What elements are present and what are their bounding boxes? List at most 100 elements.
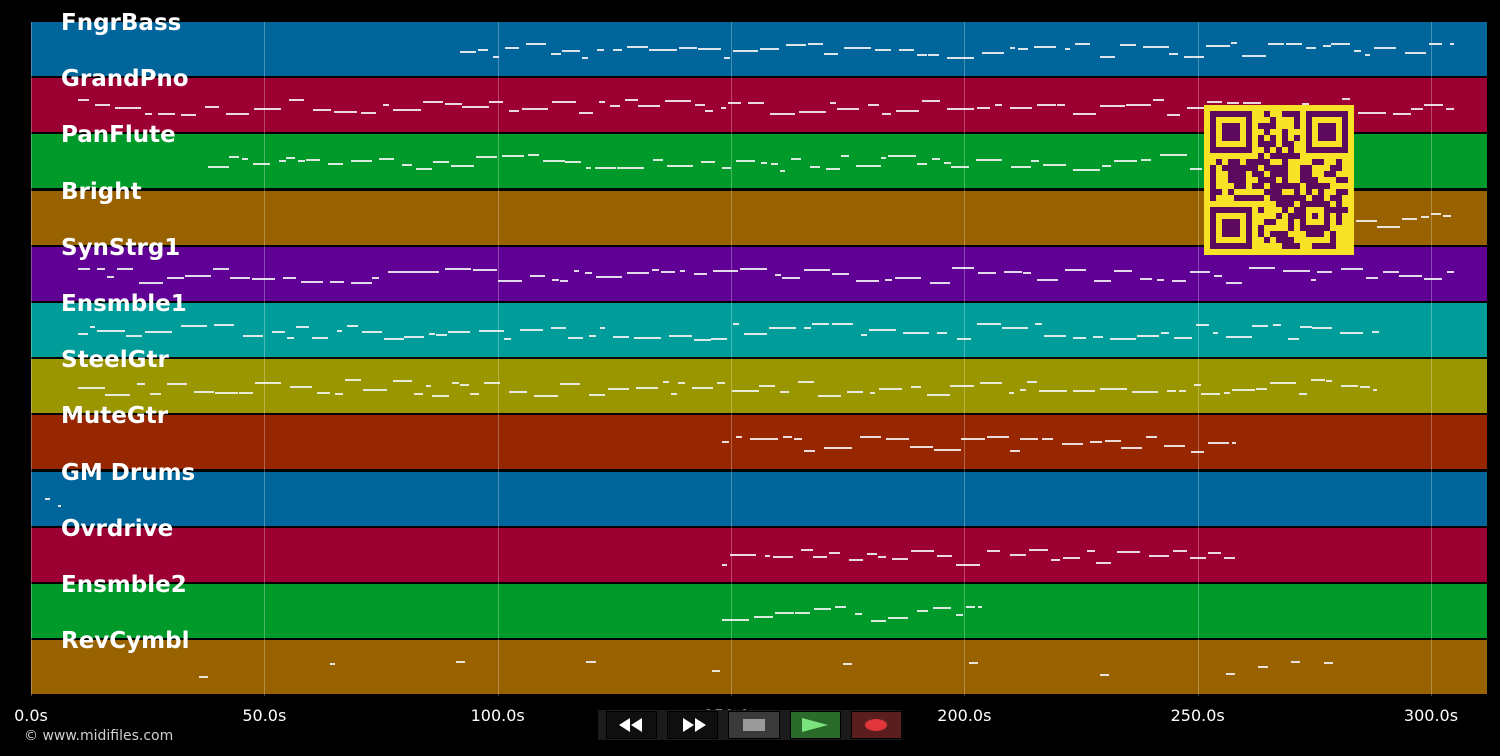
note	[334, 110, 357, 113]
note	[856, 279, 879, 282]
note	[813, 608, 831, 611]
note	[1291, 660, 1301, 663]
note	[700, 160, 715, 163]
note	[739, 268, 767, 271]
note	[297, 159, 305, 162]
note	[1372, 330, 1380, 333]
play-button[interactable]	[789, 711, 841, 739]
note	[782, 277, 801, 280]
note	[1172, 549, 1187, 552]
note	[529, 275, 546, 278]
note	[504, 337, 512, 340]
note	[1428, 43, 1442, 46]
track-label: SteelGtr	[61, 347, 169, 374]
note	[1009, 554, 1026, 556]
note	[1252, 325, 1268, 328]
track-steelgtr: SteelGtr	[31, 347, 1487, 414]
note	[533, 394, 558, 397]
note	[694, 104, 705, 107]
note	[229, 156, 240, 159]
note	[721, 563, 727, 566]
note	[1286, 43, 1303, 46]
note	[1156, 279, 1164, 282]
note	[832, 273, 849, 276]
fast-forward-button[interactable]	[667, 711, 719, 739]
note	[305, 159, 321, 162]
note	[736, 159, 755, 162]
note	[692, 387, 713, 390]
note	[874, 49, 892, 52]
note	[617, 167, 645, 170]
rewind-button[interactable]	[606, 711, 658, 739]
note	[780, 390, 790, 393]
track-label: FngrBass	[61, 10, 182, 36]
note	[1072, 168, 1101, 171]
note	[910, 386, 921, 389]
note	[1273, 324, 1281, 326]
note	[181, 113, 197, 116]
record-button[interactable]	[850, 711, 903, 739]
tick-label-100: 100.0s	[470, 706, 525, 725]
note	[378, 158, 395, 161]
note	[97, 330, 125, 333]
play-icon	[802, 718, 829, 732]
note	[1331, 43, 1351, 46]
note	[866, 553, 877, 556]
note	[770, 162, 778, 165]
note	[829, 101, 837, 104]
note	[697, 47, 721, 50]
note	[732, 49, 758, 52]
note	[885, 278, 893, 281]
note	[916, 53, 927, 56]
note	[497, 279, 523, 282]
qr-code-graphic	[1210, 111, 1348, 249]
note	[831, 323, 853, 326]
note	[199, 675, 209, 678]
note	[910, 549, 935, 552]
note	[921, 100, 941, 103]
note	[251, 278, 275, 281]
note	[916, 163, 927, 166]
note	[584, 271, 593, 274]
note	[1104, 440, 1121, 443]
note	[1224, 392, 1230, 395]
note	[347, 325, 358, 328]
note	[854, 613, 863, 616]
note	[337, 329, 343, 332]
note	[106, 276, 114, 279]
note	[665, 99, 691, 102]
note	[57, 504, 62, 507]
note	[1248, 267, 1276, 270]
note	[345, 379, 361, 382]
note	[1366, 276, 1378, 279]
note	[1178, 390, 1186, 393]
note	[139, 282, 164, 285]
note	[289, 385, 313, 388]
note	[651, 268, 660, 271]
note	[596, 49, 605, 52]
track-fngrbass: FngrBass	[31, 10, 1487, 76]
note	[1092, 335, 1104, 338]
note	[607, 388, 629, 391]
note	[1149, 555, 1170, 558]
note	[612, 336, 629, 339]
stop-button[interactable]	[728, 711, 780, 739]
note	[1299, 326, 1312, 329]
note	[551, 101, 576, 104]
note	[704, 109, 713, 112]
transport-bar	[598, 710, 903, 740]
note	[732, 323, 740, 326]
note	[969, 661, 979, 664]
note	[1359, 385, 1371, 388]
note	[581, 57, 588, 60]
note	[214, 391, 238, 394]
note	[371, 276, 379, 279]
tick-label-250: 250.0s	[1170, 706, 1225, 725]
note	[635, 386, 658, 389]
note	[1411, 108, 1424, 111]
note	[1282, 269, 1311, 272]
note	[193, 390, 214, 393]
note	[1213, 332, 1219, 335]
note	[803, 450, 815, 453]
note	[944, 162, 951, 165]
